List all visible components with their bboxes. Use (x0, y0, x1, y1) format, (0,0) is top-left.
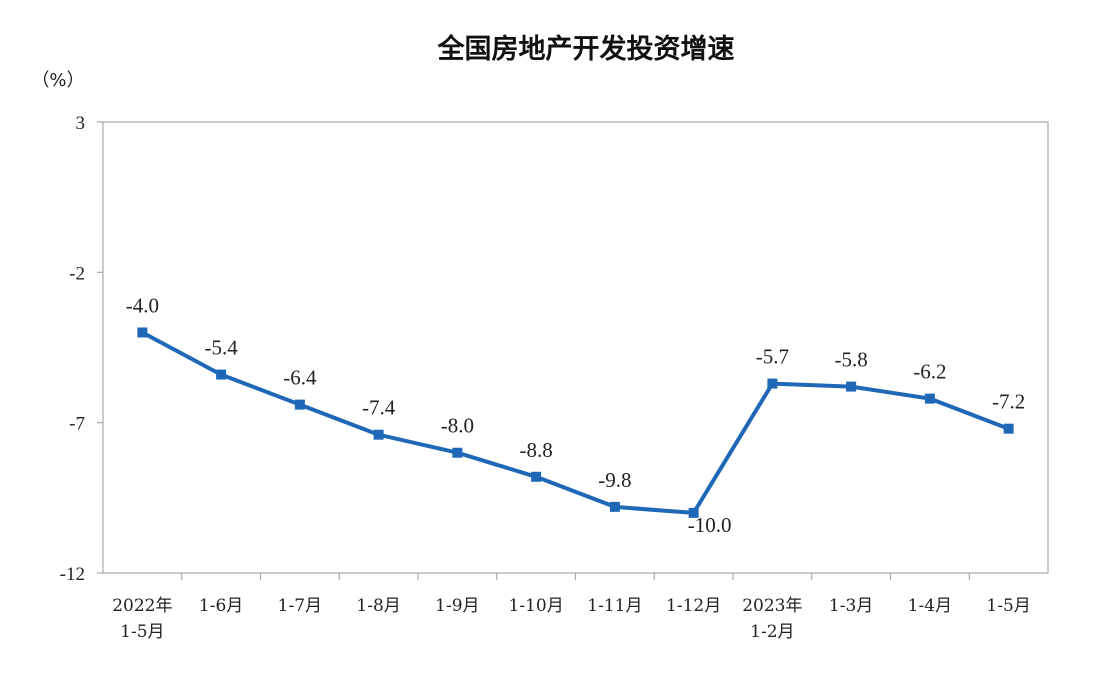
data-label: -8.0 (441, 414, 474, 438)
x-tick-label: 1-7月 (278, 596, 322, 616)
data-point-marker (452, 447, 463, 458)
y-tick-label: -2 (69, 263, 85, 284)
x-tick-label: 1-9月 (435, 596, 479, 616)
x-tick-label: 1-8月 (356, 596, 400, 616)
data-point-marker (924, 393, 935, 404)
data-label: -6.2 (913, 360, 946, 384)
data-point-marker (609, 501, 620, 512)
y-tick-label: -12 (60, 564, 85, 585)
data-label: -5.8 (835, 348, 868, 372)
x-tick-label: 2023年 (742, 596, 802, 616)
x-tick-label: 1-6月 (199, 596, 243, 616)
y-axis-ticks: 3 -2 -7 -12 (60, 113, 103, 585)
data-point-marker (137, 327, 148, 338)
x-tick-label: 1-11月 (587, 596, 642, 616)
data-series: -4.0 -5.4 -6.4 -7.4 -8.0 -8.8 -9.8 -10.0 -5.7 -5.… (126, 293, 1026, 536)
series-line (140, 330, 1011, 515)
data-label: -4.0 (126, 293, 159, 317)
plot-area-border (102, 121, 1049, 574)
data-label: -5.4 (205, 336, 239, 360)
data-label: -8.8 (520, 438, 553, 462)
data-label: -10.0 (688, 513, 732, 537)
data-label: -9.8 (598, 468, 631, 492)
data-point-marker (373, 429, 384, 440)
data-point-marker (688, 507, 699, 518)
data-point-marker (216, 369, 227, 380)
x-axis-ticks: 2022年 1-5月 1-6月 1-7月 1-8月 1-9月 1-10月 1-11月 1-12月… (112, 573, 1031, 642)
data-point-marker (767, 378, 778, 389)
x-tick-label: 1-12月 (666, 596, 721, 616)
data-point-marker (1003, 423, 1014, 434)
data-label: -7.4 (362, 396, 396, 420)
x-tick-label: 1-3月 (829, 596, 873, 616)
data-label: -5.7 (756, 345, 789, 369)
data-point-marker (294, 399, 305, 410)
data-label: -7.2 (992, 390, 1025, 414)
data-point-marker (846, 381, 857, 392)
data-point-marker (531, 471, 542, 482)
y-axis-unit: （%） (31, 70, 84, 91)
x-tick-label: 1-4月 (908, 596, 952, 616)
y-tick-label: 3 (76, 113, 86, 134)
x-tick-label: 1-5月 (986, 596, 1030, 616)
chart-title: 全国房地产开发投资增速 (437, 33, 735, 65)
x-tick-label: 1-2月 (750, 622, 794, 642)
data-label: -6.4 (283, 366, 317, 390)
y-tick-label: -7 (69, 414, 85, 435)
x-tick-label: 1-5月 (120, 622, 164, 642)
x-tick-label: 1-10月 (509, 596, 564, 616)
x-tick-label: 2022年 (112, 596, 172, 616)
